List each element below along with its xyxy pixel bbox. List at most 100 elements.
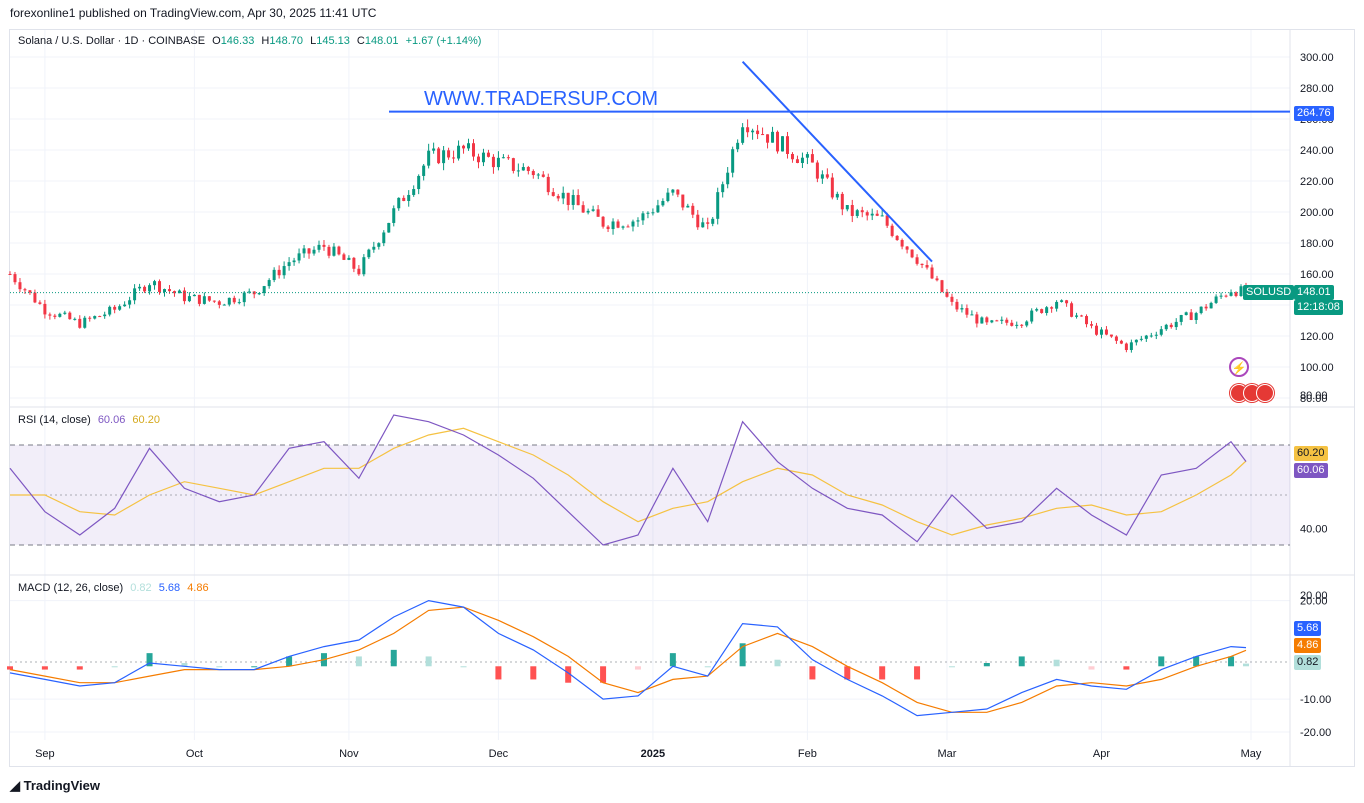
macd-hist-bar xyxy=(1228,656,1235,667)
candle-body xyxy=(900,240,904,247)
candle-body xyxy=(18,282,22,290)
candle-body xyxy=(167,289,171,292)
candle-body xyxy=(875,213,879,216)
macd-hist-bar xyxy=(600,666,607,683)
candle-body xyxy=(1139,338,1143,340)
candle-body xyxy=(422,165,426,176)
candle-body xyxy=(965,308,969,315)
candle-body xyxy=(297,253,301,261)
tradingview-logo-text: TradingView xyxy=(23,778,100,793)
us-flag-icon[interactable] xyxy=(1256,384,1274,402)
macd-hist-bar xyxy=(460,666,467,668)
macd-line xyxy=(9,599,1247,717)
candle-body xyxy=(895,235,899,241)
grid xyxy=(10,30,1290,740)
candle-body xyxy=(133,288,137,301)
candle-body xyxy=(442,150,446,164)
candle-body xyxy=(327,246,331,256)
watermark-text: WWW.TRADERSUP.COM xyxy=(424,88,659,110)
candle-body xyxy=(352,257,356,269)
candle-body xyxy=(68,312,72,320)
candle-body xyxy=(222,304,226,306)
lightning-icon[interactable]: ⚡ xyxy=(1229,357,1249,377)
macd-hist-bar xyxy=(739,643,746,667)
main-legend[interactable]: Solana / U.S. Dollar · 1D · COINBASE O14… xyxy=(18,35,485,47)
macd-legend-signal: 4.86 xyxy=(187,582,209,594)
candle-body xyxy=(1174,321,1178,328)
candle-body xyxy=(128,300,132,305)
price-tick-label: 300.00 xyxy=(1300,52,1334,64)
legend-open: O146.33 xyxy=(212,35,255,47)
candle-body xyxy=(746,127,750,133)
candle-body xyxy=(815,162,819,179)
candle-body xyxy=(1015,324,1019,326)
macd-hist-bar xyxy=(355,656,362,667)
candle-body xyxy=(855,210,859,216)
price-tag: 148.01 xyxy=(1294,285,1334,300)
candle-body xyxy=(382,232,386,244)
macd-legend[interactable]: MACD (12, 26, close) 0.82 5.68 4.86 xyxy=(18,582,213,594)
candle-body xyxy=(437,148,441,164)
candle-body xyxy=(596,209,600,217)
candle-body xyxy=(795,159,799,164)
candle-body xyxy=(835,193,839,198)
candle-body xyxy=(1199,306,1203,314)
candle-body xyxy=(237,302,241,304)
rsi-tag: 60.06 xyxy=(1294,463,1328,478)
macd-hist-bar xyxy=(704,666,711,668)
candle-body xyxy=(556,195,560,199)
candle-body xyxy=(516,170,520,172)
candle-body xyxy=(476,156,480,163)
macd-hist-bar xyxy=(216,666,223,668)
candle-body xyxy=(731,149,735,173)
publish-line: forexonline1 published on TradingView.co… xyxy=(10,6,377,20)
macd-hist-bar xyxy=(251,666,258,668)
candle-body xyxy=(58,313,62,317)
candle-body xyxy=(501,157,505,159)
candle-body xyxy=(342,254,346,260)
candle-body xyxy=(332,246,336,256)
candle-body xyxy=(671,189,675,193)
candle-body xyxy=(1030,310,1034,322)
candle-body xyxy=(885,215,889,226)
candle-body xyxy=(945,291,949,297)
candle-body xyxy=(810,154,814,163)
candle-body xyxy=(681,194,685,208)
candle-body xyxy=(990,320,994,323)
trend-line-drawing[interactable] xyxy=(741,60,933,263)
candle-body xyxy=(711,218,715,224)
candle-body xyxy=(1214,296,1218,303)
candle-body xyxy=(252,291,256,295)
candle-body xyxy=(1085,316,1089,325)
candle-body xyxy=(860,210,864,213)
candle-body xyxy=(940,280,944,292)
price-tick-label: 240.00 xyxy=(1300,145,1334,157)
rsi-legend-name: RSI (14, close) xyxy=(18,414,91,426)
candle-body xyxy=(1055,301,1059,309)
rsi-legend[interactable]: RSI (14, close) 60.06 60.20 xyxy=(18,414,164,426)
candle-body xyxy=(766,134,770,143)
candle-body xyxy=(840,193,844,210)
candle-body xyxy=(1219,295,1223,297)
candle-body xyxy=(417,175,421,190)
candle-body xyxy=(1169,324,1173,328)
rsi-tick-label: 80.00 xyxy=(1300,390,1328,402)
candle-body xyxy=(38,302,42,304)
candle-body xyxy=(347,257,351,260)
x-tick-label: Feb xyxy=(798,748,817,760)
candle-body xyxy=(1119,340,1123,344)
candle-body xyxy=(432,148,436,151)
candle-body xyxy=(153,281,157,286)
candle-body xyxy=(576,195,580,206)
candle-body xyxy=(357,268,361,275)
candle-body xyxy=(636,220,640,222)
candle-body xyxy=(915,257,919,264)
tradingview-logo[interactable]: ◢ TradingView xyxy=(10,778,100,794)
candle-body xyxy=(1104,329,1108,335)
candle-body xyxy=(646,212,650,214)
x-tick-label: Nov xyxy=(339,748,359,760)
candle-body xyxy=(845,205,849,210)
candle-body xyxy=(272,269,276,281)
candle-body xyxy=(312,249,316,254)
